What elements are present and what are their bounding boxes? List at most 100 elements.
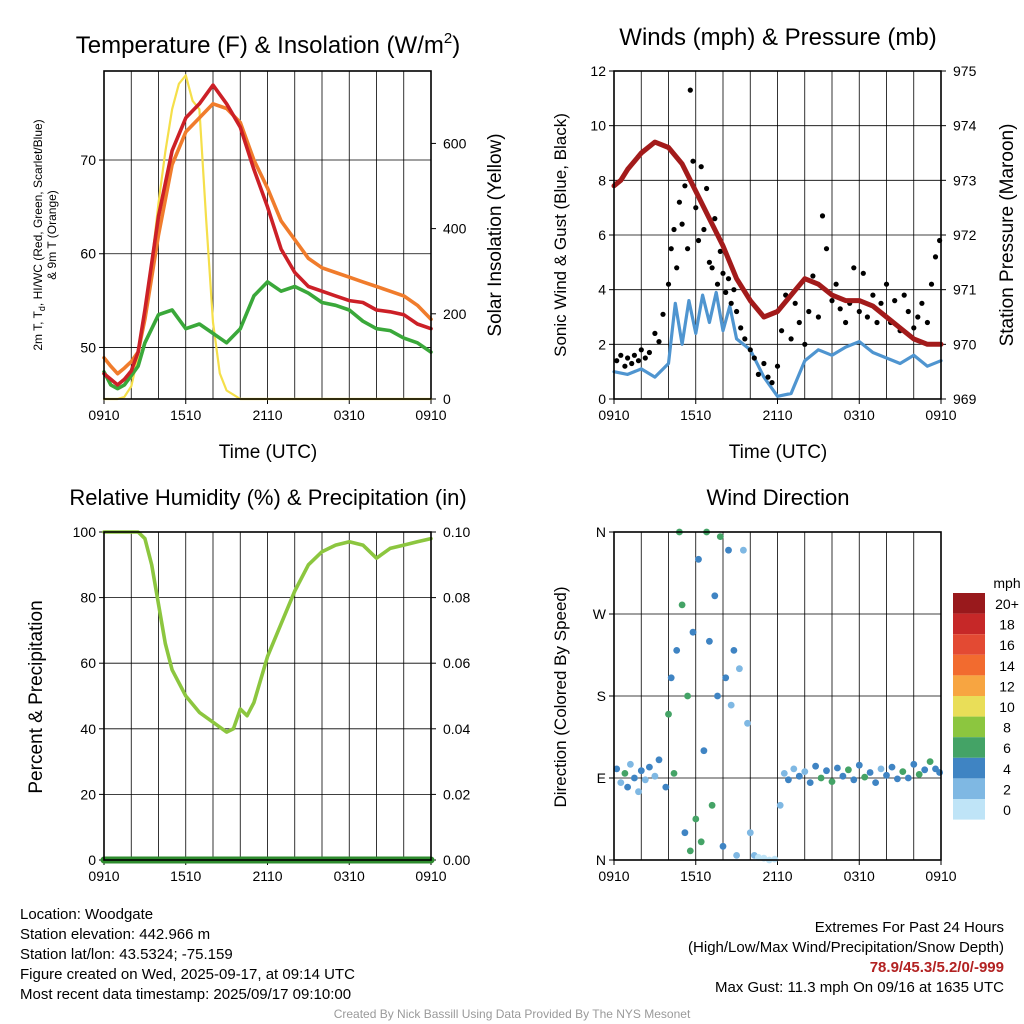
direction-point xyxy=(686,847,694,855)
gust-point xyxy=(779,328,785,334)
legend-label: 14 xyxy=(999,658,1015,674)
x-tick-label: 0910 xyxy=(88,868,119,884)
direction-point xyxy=(646,763,653,771)
direction-point xyxy=(637,767,645,775)
gust-point xyxy=(769,380,775,386)
direction-point xyxy=(635,788,642,796)
y-tick-label: 0 xyxy=(88,852,96,868)
gust-point xyxy=(679,221,685,227)
direction-point xyxy=(823,767,830,775)
y-tick-label: 4 xyxy=(598,282,606,298)
legend-title: mph xyxy=(993,575,1020,591)
humidity-plot-area: 0910 1510 2110 0310 09100204060801000.000.02… xyxy=(73,524,471,884)
x-tick-label: 0910 xyxy=(415,868,446,884)
x-tick-label: 0910 xyxy=(598,407,629,423)
legend-swatch xyxy=(953,675,985,696)
legend-label: 8 xyxy=(1003,720,1011,736)
gust-point xyxy=(701,226,707,233)
direction-point xyxy=(894,775,901,783)
y-right-tick-label: 973 xyxy=(953,172,977,188)
gust-point xyxy=(731,287,737,293)
gust-point xyxy=(652,330,658,336)
y-tick-label: 10 xyxy=(590,118,606,134)
plot-border xyxy=(613,531,942,861)
humidity-title: Relative Humidity (%) & Precipitation (i… xyxy=(69,485,466,510)
y-tick-label: 8 xyxy=(598,172,606,188)
direction-point xyxy=(722,674,730,682)
direction-point xyxy=(678,601,686,609)
temperature-panel: Temperature (F) & Insolation (W/m2) 0910… xyxy=(31,30,506,463)
temperature-xlabel: Time (UTC) xyxy=(219,442,318,463)
y-tick-label: N xyxy=(596,852,606,868)
legend-label: 2 xyxy=(1003,781,1011,797)
station-info: Location: Woodgate Station elevation: 44… xyxy=(20,905,355,1005)
y-right-tick-label: 972 xyxy=(953,227,977,243)
y-right-tick-label: 0.08 xyxy=(443,590,470,606)
y-right-tick-label: 0.10 xyxy=(443,524,470,540)
gust-point xyxy=(693,205,699,211)
direction-point xyxy=(706,637,713,645)
direction-point xyxy=(667,674,675,682)
y-right-tick-label: 975 xyxy=(953,63,977,79)
gust-point xyxy=(864,314,871,320)
y-tick-label: 80 xyxy=(80,590,96,606)
plot-border xyxy=(613,70,942,400)
direction-point xyxy=(714,692,721,700)
gust-point xyxy=(642,355,648,361)
gust-point xyxy=(819,213,826,219)
legend-swatch xyxy=(953,634,985,655)
gust-point xyxy=(728,300,734,306)
gust-point xyxy=(660,311,666,317)
y-right-tick-label: 0.06 xyxy=(443,655,470,671)
direction-point xyxy=(716,533,724,540)
x-tick-label: 2110 xyxy=(762,868,792,884)
recent-data-text: Most recent data timestamp: 2025/09/17 0… xyxy=(20,986,352,1003)
direction-point xyxy=(662,783,670,791)
gust-point xyxy=(695,237,702,244)
direction-point xyxy=(866,769,874,776)
direction-point xyxy=(801,768,809,775)
gust-point xyxy=(622,363,628,369)
sonic-wind-series-line xyxy=(612,290,943,398)
gust-point xyxy=(874,319,880,326)
legend-label: 6 xyxy=(1003,740,1011,756)
gust-point xyxy=(720,270,726,276)
y-right-tick-label: 0.00 xyxy=(443,852,470,868)
direction-point xyxy=(624,783,631,791)
x-tick-label: 1510 xyxy=(170,868,201,884)
y-tick-label: E xyxy=(597,770,606,786)
gust-point xyxy=(646,349,653,356)
direction-point xyxy=(725,546,732,554)
temperature-ylabel-line2: & 9m T (Orange) xyxy=(45,190,59,280)
direction-point xyxy=(681,829,689,837)
direction-point xyxy=(641,776,649,784)
gust-point xyxy=(892,298,898,304)
legend-swatch xyxy=(953,613,985,635)
credit-text: Created By Nick Bassill Using Data Provi… xyxy=(333,1007,691,1021)
gust-point xyxy=(676,199,683,205)
direction-point xyxy=(621,770,629,777)
gust-point xyxy=(829,298,835,304)
direction-point xyxy=(910,760,918,768)
gust-point xyxy=(815,314,822,320)
relative-humidity-series-line xyxy=(102,530,433,734)
gust-point xyxy=(924,319,931,326)
y-right-tick-label: 0 xyxy=(443,391,451,407)
legend-swatch xyxy=(953,716,985,738)
gust-point xyxy=(870,292,876,298)
direction-point xyxy=(845,766,852,774)
legend-label: 10 xyxy=(999,699,1015,715)
gust-point xyxy=(751,355,757,361)
gust-point xyxy=(625,355,631,361)
temperature-plot-area: 0910 1510 2110 0310 0910 50 60 70 0 200 400 600 xyxy=(80,70,467,423)
winds-ylabel-right: Station Pressure (Maroon) xyxy=(997,124,1018,347)
gust-point xyxy=(668,246,674,252)
gust-point xyxy=(698,164,704,170)
direction-point xyxy=(850,776,858,784)
gust-point xyxy=(901,292,907,298)
gust-point xyxy=(792,300,798,306)
direction-point xyxy=(776,801,784,809)
dewpoint-series-line xyxy=(102,280,433,391)
